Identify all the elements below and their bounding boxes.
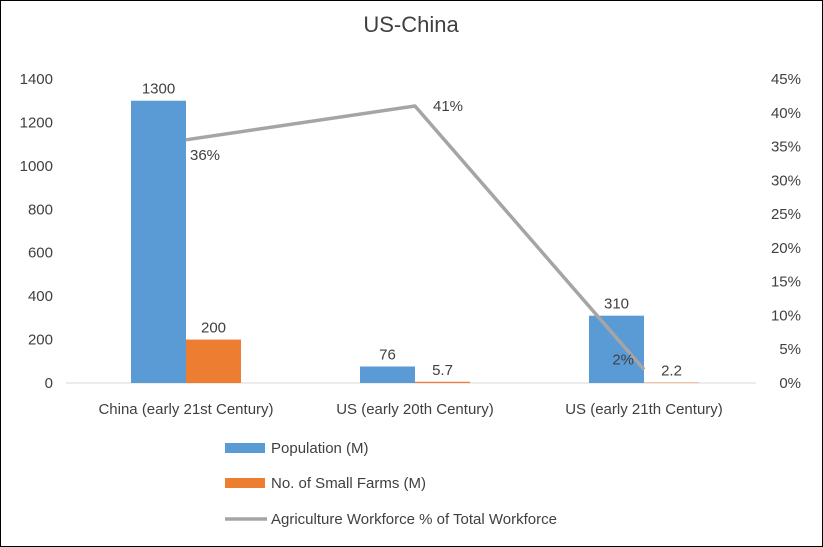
legend-label: Population (M) bbox=[271, 440, 369, 457]
right-tick-label: 5% bbox=[779, 341, 801, 358]
data-label: 310 bbox=[604, 296, 629, 313]
data-label: 76 bbox=[379, 346, 396, 363]
left-tick-label: 400 bbox=[28, 288, 53, 305]
right-tick-label: 0% bbox=[779, 375, 801, 392]
left-tick-label: 1200 bbox=[20, 114, 53, 131]
line-series bbox=[185, 104, 646, 371]
chart-title: US-China bbox=[363, 12, 459, 37]
line-data-label: 36% bbox=[190, 147, 220, 164]
right-tick-label: 15% bbox=[771, 274, 801, 291]
line-layer bbox=[185, 104, 646, 371]
bars-layer bbox=[131, 100, 699, 384]
bar bbox=[360, 366, 415, 383]
data-label: 2.2 bbox=[661, 363, 682, 380]
x-axis-ticks: China (early 21st Century) US (early 20th… bbox=[98, 401, 722, 418]
line-data-label: 41% bbox=[433, 98, 463, 115]
bar bbox=[131, 100, 186, 383]
right-tick-label: 25% bbox=[771, 206, 801, 223]
left-tick-label: 200 bbox=[28, 332, 53, 349]
legend: Population (M) No. of Small Farms (M) Agri… bbox=[225, 440, 557, 528]
left-tick-label: 600 bbox=[28, 245, 53, 262]
left-tick-label: 1400 bbox=[20, 71, 53, 88]
data-label: 1300 bbox=[142, 81, 175, 98]
bar bbox=[644, 382, 699, 384]
legend-swatch bbox=[225, 478, 265, 488]
left-tick-label: 0 bbox=[45, 375, 53, 392]
line-data-label: 2% bbox=[612, 351, 634, 368]
left-axis-ticks: 0 200 400 600 800 1000 1200 1400 bbox=[20, 71, 53, 392]
right-tick-label: 40% bbox=[771, 105, 801, 122]
legend-label: No. of Small Farms (M) bbox=[271, 475, 426, 492]
right-axis-ticks: 0% 5% 10% 15% 20% 25% 30% 35% 40% 45% bbox=[771, 71, 801, 392]
legend-swatch bbox=[225, 443, 265, 453]
x-tick-label: US (early 21th Century) bbox=[565, 401, 723, 418]
bar bbox=[589, 315, 644, 383]
x-tick-label: China (early 21st Century) bbox=[98, 401, 273, 418]
right-tick-label: 35% bbox=[771, 139, 801, 156]
bar bbox=[186, 339, 241, 383]
data-labels-layer: 1300 76 310 200 5.7 2.2 36% 41% 2% bbox=[142, 81, 682, 380]
left-tick-label: 1000 bbox=[20, 158, 53, 175]
legend-label: Agriculture Workforce % of Total Workfor… bbox=[271, 511, 557, 528]
right-tick-label: 45% bbox=[771, 71, 801, 88]
right-tick-label: 20% bbox=[771, 240, 801, 257]
left-tick-label: 800 bbox=[28, 201, 53, 218]
data-label: 200 bbox=[201, 320, 226, 337]
bar bbox=[415, 381, 470, 383]
x-tick-label: US (early 20th Century) bbox=[336, 401, 494, 418]
right-tick-label: 10% bbox=[771, 307, 801, 324]
data-label: 5.7 bbox=[432, 362, 453, 379]
right-tick-label: 30% bbox=[771, 172, 801, 189]
